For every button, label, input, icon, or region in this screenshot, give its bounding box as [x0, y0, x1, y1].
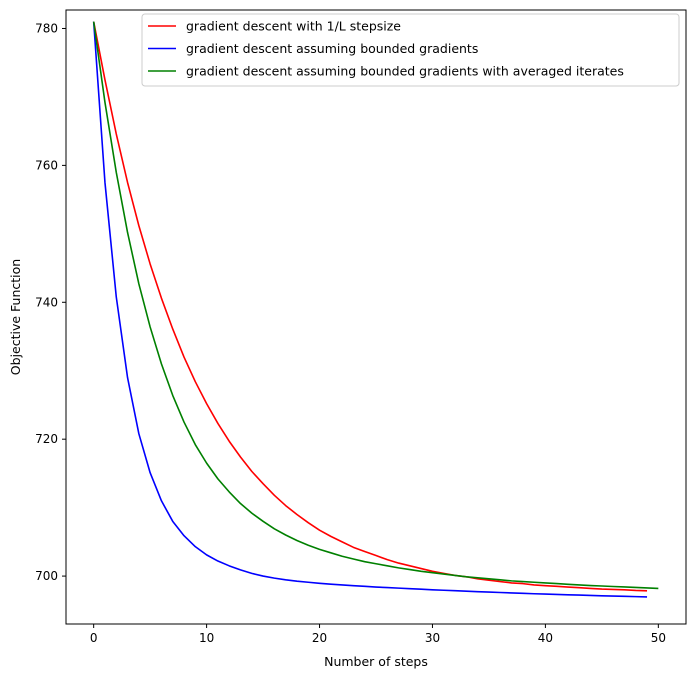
x-tick-label: 30 [425, 631, 440, 645]
y-tick-label: 780 [35, 21, 58, 35]
x-tick-label: 10 [199, 631, 214, 645]
y-tick-label: 720 [35, 432, 58, 446]
series-line-2 [92, 21, 648, 598]
series-line-3 [92, 21, 659, 590]
x-tick-label: 50 [651, 631, 666, 645]
y-tick-label: 700 [35, 569, 58, 583]
legend-label: gradient descent assuming bounded gradie… [186, 64, 624, 79]
y-tick-label: 740 [35, 295, 58, 309]
plot-background [66, 10, 686, 624]
y-axis-title: Objective Function [8, 259, 23, 375]
legend-box [141, 13, 680, 87]
legend-label: gradient descent assuming bounded gradie… [186, 41, 478, 56]
plot-frame [65, 9, 687, 625]
legend-label: gradient descent with 1/L stepsize [186, 19, 401, 34]
plot-area [66, 10, 686, 624]
axes: 0 10 20 30 40 50 700 720 740 760 780 [35, 9, 687, 645]
y-tick-label: 760 [35, 158, 58, 172]
x-tick-label: 20 [312, 631, 327, 645]
series-line-1 [92, 21, 648, 592]
x-tick-label: 40 [538, 631, 553, 645]
x-tick-label: 0 [90, 631, 98, 645]
x-axis-title: Number of steps [324, 654, 428, 669]
legend: gradient descent with 1/L stepsize gradie… [141, 13, 680, 87]
